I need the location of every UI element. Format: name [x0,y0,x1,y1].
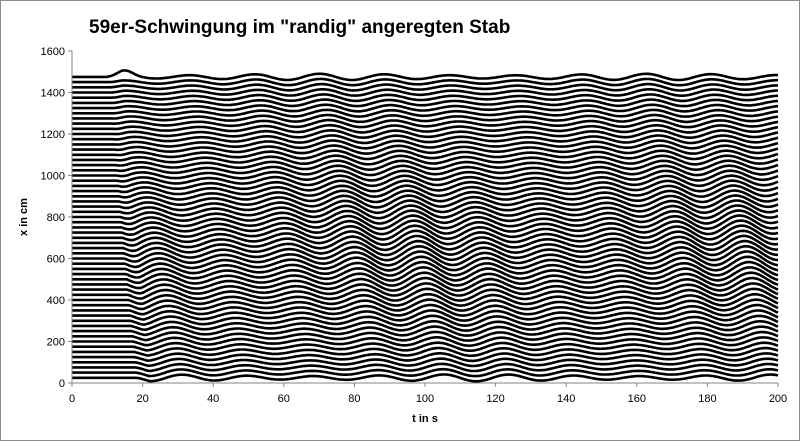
series-line [72,139,779,150]
series-line [72,103,779,113]
series-line [72,250,779,267]
series-line [72,309,779,322]
x-tick-label: 0 [69,393,75,405]
series-line [72,245,779,262]
series-line [72,260,779,277]
x-tick-label: 100 [416,393,434,405]
x-tick-label: 120 [486,393,504,405]
y-tick-label: 1000 [41,171,65,183]
series-line [72,93,779,103]
y-tick-label: 400 [47,295,65,307]
series-line [72,229,779,246]
series-line [72,336,779,347]
series-line [72,69,778,82]
y-tick-label: 0 [59,378,65,390]
series-lines [72,69,779,383]
series-line [72,330,779,342]
series-line [72,234,779,252]
series-line [72,303,779,317]
series-line [72,164,779,177]
x-tick-label: 140 [557,393,575,405]
series-line [72,314,779,327]
series-line [72,271,779,287]
series-line [72,209,779,225]
x-tick-label: 180 [698,393,716,405]
series-line [72,77,778,87]
series-line [72,357,779,368]
series-line [72,373,779,383]
series-line [72,144,779,155]
series-line [72,224,779,241]
series-line [72,204,779,220]
series-line [72,134,779,145]
x-axis-title: t in s [412,413,438,425]
series-line [72,154,779,166]
y-axis-title: x in cm [18,198,30,236]
series-line [72,123,779,134]
series-line [72,352,779,363]
series-line [72,239,778,257]
series-line [72,255,779,272]
series-line [72,266,779,282]
y-tick-label: 1200 [41,129,65,141]
x-tick-label: 20 [136,393,148,405]
series-line [72,298,779,312]
series-line [72,219,779,236]
series-line [72,325,779,337]
series-line [72,179,779,193]
x-tick-label: 60 [278,393,290,405]
series-line [72,214,779,231]
y-tick-label: 200 [47,337,65,349]
series-line [72,108,779,118]
series-line [72,362,779,373]
x-tick-label: 160 [628,393,646,405]
y-tick-label: 1400 [41,88,65,100]
series-line [72,341,779,352]
chart-title: 59er-Schwingung im "randig" angeregten S… [89,17,511,38]
series-line [72,199,779,215]
series-line [72,129,779,139]
x-tick-label: 40 [207,393,219,405]
y-tick-label: 1600 [41,46,65,58]
series-line [72,98,779,108]
series-line [72,346,779,358]
y-tick-label: 800 [47,212,65,224]
series-line [72,292,779,307]
series-line [72,282,779,297]
series-line [72,189,779,204]
series-line [72,276,779,292]
series-line [72,287,779,302]
series-line [72,118,779,129]
series-line [72,149,779,161]
y-tick-label: 600 [47,254,65,266]
series-line [72,174,779,188]
series-line [72,82,778,92]
series-line [72,88,779,97]
series-line [72,194,779,209]
series-line [72,113,779,124]
series-line [72,319,779,332]
series-line [72,367,779,378]
x-tick-label: 80 [348,393,360,405]
series-line [72,184,779,198]
tick-labels: 0 20 40 60 80 100 120 140 160 180 200 0 200 400 600 800… [41,46,788,405]
series-line [72,159,779,171]
x-tick-label: 200 [769,393,787,405]
series-line [72,169,779,182]
